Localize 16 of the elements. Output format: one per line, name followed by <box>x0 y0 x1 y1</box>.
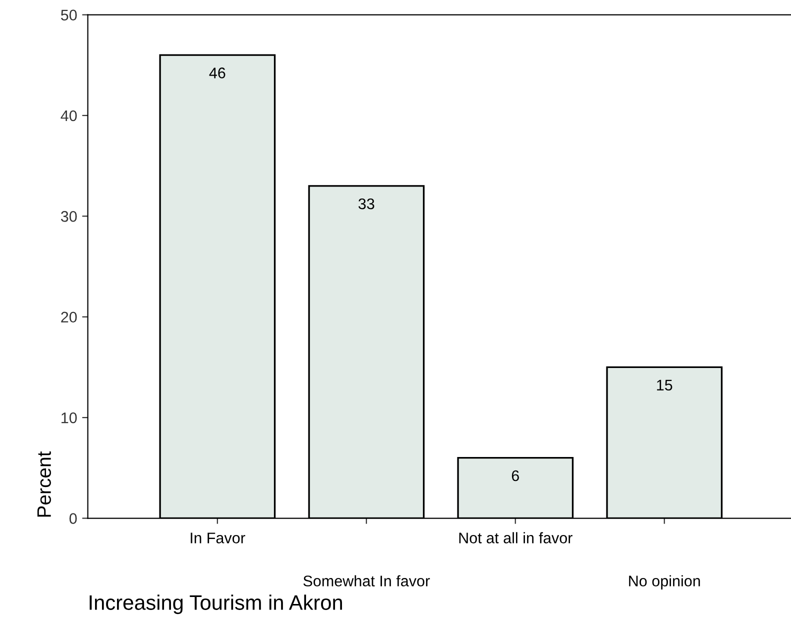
x-tick-label: Somewhat In favor <box>303 575 430 586</box>
x-axis-title: Increasing Tourism in Akron <box>90 594 342 614</box>
x-tick-label: No opinion <box>629 575 700 590</box>
y-tick-label: 0 <box>69 513 77 524</box>
y-tick-label: 50 <box>61 10 77 20</box>
y-tick-label: 20 <box>61 312 77 323</box>
data-label: 6 <box>512 470 519 482</box>
y-axis-title: Percent <box>37 451 51 517</box>
data-label: 33 <box>358 198 374 210</box>
data-label: 46 <box>209 68 226 78</box>
y-tick-label: 10 <box>62 412 77 424</box>
y-tick-label: 40 <box>60 110 77 122</box>
data-label: 15 <box>657 380 672 391</box>
x-tick-label: In Favor <box>190 532 246 544</box>
x-tick-label: Not at all in favor <box>459 532 572 544</box>
y-tick-label: 30 <box>60 211 77 222</box>
